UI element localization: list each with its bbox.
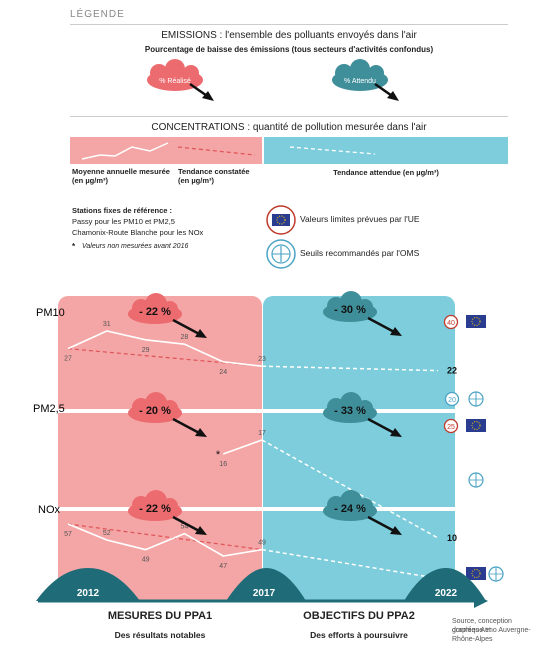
data-label-2-4: 47: [219, 563, 227, 570]
data-label-0-4: 24: [219, 369, 227, 376]
legend-tag: LÉGENDE: [70, 9, 125, 20]
nox-eu-flag-icon: [466, 567, 486, 580]
label-nox: NOx: [38, 504, 61, 516]
expected-trend-2: [261, 548, 439, 580]
tick-2022: 2022: [435, 588, 458, 599]
cloud-realise-legend: % Réalisé: [147, 59, 214, 101]
pm25-star-marker: *: [216, 449, 221, 461]
mound-2022: [404, 568, 486, 601]
stations-line2: Chamonix-Route Blanche pour les NOx: [72, 228, 204, 237]
pm10-oms-badge: 20: [444, 391, 460, 407]
cloud-realise-legend-text: % Réalisé: [159, 78, 191, 85]
cloud-realise-1: - 20 %: [128, 392, 207, 437]
mound-2012: [36, 568, 140, 601]
svg-text:20: 20: [448, 397, 456, 404]
legend-divider-mid: [70, 116, 508, 117]
tick-2017: 2017: [253, 588, 276, 599]
data-label-0-2: 29: [142, 347, 150, 354]
cloud-realise-1-value: - 20 %: [139, 405, 171, 417]
ppa2-panel: [263, 296, 455, 601]
who-icon: [266, 239, 296, 269]
cloud-attendu-0-value: - 30 %: [334, 304, 366, 316]
pm25-eu-flag-icon: [466, 419, 486, 432]
source-line1: Source, conception graphique et: [452, 618, 512, 634]
pm25-ue-badge: 25: [443, 418, 459, 434]
ppa-chart: PM10 PM2,5 NOx 27 31 29 28 24 23 22 16 17 10 57 52 4…: [0, 291, 504, 608]
separator-2: [0, 507, 460, 511]
ppa1-panel: [58, 296, 262, 601]
legend-blue-band: [264, 137, 508, 164]
data-label-0-3: 28: [181, 334, 189, 341]
target-2022-1: 10: [447, 533, 457, 543]
data-label-0-1: 31: [103, 321, 111, 328]
cloud-realise-0: - 22 %: [128, 293, 207, 338]
expected-trend-0: [261, 365, 439, 372]
mound-2017: [226, 568, 306, 601]
legend-pink-band: [70, 137, 262, 164]
stations-line1: Passy pour les PM10 et PM2,5: [72, 217, 175, 226]
target-2022-0: 22: [447, 366, 457, 376]
pm25-who-icon: [468, 472, 484, 488]
nox-who-icon: [488, 566, 504, 582]
stations-note-star: *: [72, 242, 76, 251]
separator-1: [0, 409, 460, 413]
legend-divider-top: [70, 24, 508, 25]
svg-text:25: 25: [447, 424, 455, 431]
tick-2012: 2012: [77, 588, 100, 599]
data-label-2-2: 49: [142, 557, 150, 564]
cloud-attendu-1-value: - 33 %: [334, 405, 366, 417]
expected-trend-1: [261, 439, 439, 539]
measured-line-1: [222, 439, 263, 455]
data-label-1-0: 16: [219, 461, 227, 468]
emissions-title: EMISSIONS : l'ensemble des polluants env…: [161, 30, 417, 41]
footer-left-sub: Des résultats notables: [114, 630, 206, 640]
footer-right-sub: Des efforts à poursuivre: [310, 630, 408, 640]
cloud-realise-2-value: - 22 %: [139, 503, 171, 515]
cloud-attendu-legend: % Attendu: [332, 59, 399, 101]
ue-label: Valeurs limites prévues par l'UE: [300, 214, 420, 224]
cloud-attendu-1: - 33 %: [323, 392, 402, 437]
stations-note: Valeurs non mesurées avant 2016: [82, 243, 189, 250]
concentrations-title: CONCENTRATIONS : quantité de pollution m…: [151, 122, 427, 133]
observed-trend-2: [67, 523, 263, 551]
data-label-2-1: 52: [103, 530, 111, 537]
data-label-1-1: 17: [258, 430, 266, 437]
pm10-who-icon: [468, 391, 484, 407]
oms-label: Seuils recommandés par l'OMS: [300, 248, 420, 258]
cloud-realise-2: - 22 %: [128, 490, 207, 535]
data-label-0-5: 23: [258, 356, 266, 363]
data-label-2-3: 54: [181, 524, 189, 531]
footer-right-title: OBJECTIFS DU PPA2: [303, 610, 415, 622]
tendance-constatee-label: Tendance constatée (en µg/m³): [178, 167, 250, 185]
data-label-2-5: 49: [258, 540, 266, 547]
cloud-attendu-0: - 30 %: [323, 291, 402, 336]
legend-band-lines: [81, 142, 376, 160]
cloud-attendu-legend-text: % Attendu: [344, 78, 376, 85]
source-line2: données Atmo Auvergne-Rhône-Alpes: [452, 627, 531, 643]
data-label-2-0: 57: [64, 531, 72, 538]
measured-line-0: [67, 330, 263, 367]
data-label-0-0: 27: [64, 356, 72, 363]
cloud-attendu-2-value: - 24 %: [334, 503, 366, 515]
stations-title: Stations fixes de référence :: [72, 206, 173, 215]
measured-line-2: [67, 523, 263, 557]
tendance-attendue-label: Tendance attendue (en µg/m³): [333, 168, 439, 177]
label-pm25: PM2,5: [33, 403, 65, 415]
pm10-ue-badge: 40: [443, 314, 459, 330]
emissions-subtitle: Pourcentage de baisse des émissions (tou…: [144, 45, 434, 54]
cloud-attendu-2: - 24 %: [323, 490, 402, 535]
footer-left-title: MESURES DU PPA1: [107, 610, 213, 622]
pm10-eu-flag-icon: [466, 315, 486, 328]
moyenne-label: Moyenne annuelle mesurée (en µg/m³): [72, 167, 170, 185]
cloud-realise-0-value: - 22 %: [139, 306, 171, 318]
label-pm10: PM10: [36, 307, 65, 319]
svg-text:40: 40: [447, 320, 455, 327]
eu-flag-icon: [266, 205, 296, 235]
